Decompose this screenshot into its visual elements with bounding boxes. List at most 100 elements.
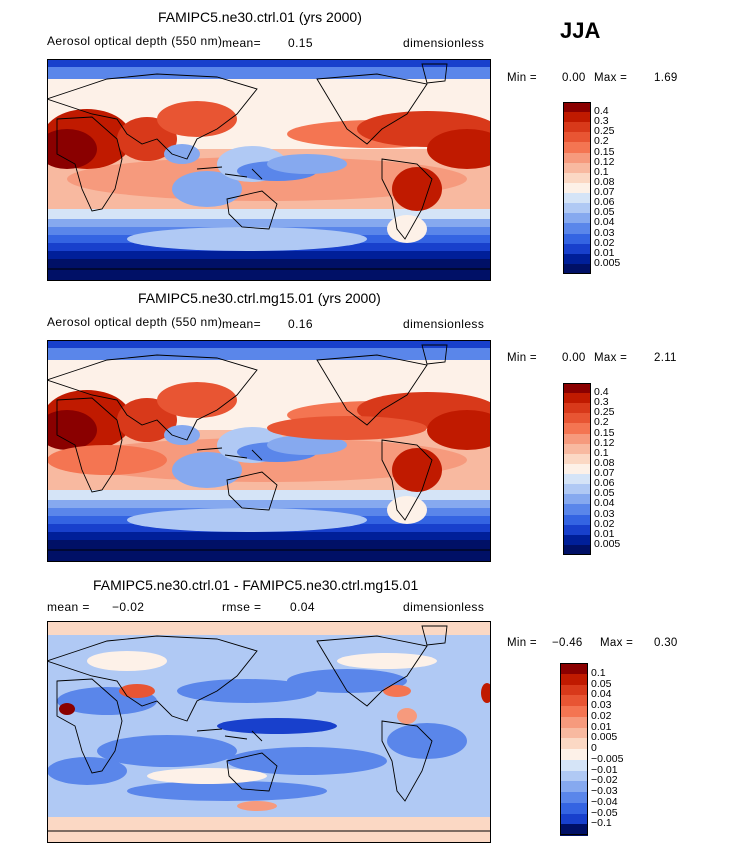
colorbar-tick-label: 0.3 (594, 396, 609, 409)
colorbar-swatch (563, 263, 591, 275)
colorbar-swatch (563, 443, 591, 455)
colorbar-swatch (563, 253, 591, 265)
coastline-segment (47, 354, 258, 441)
colorbar-frame (563, 383, 591, 555)
colorbar-tick-label: 0.005 (591, 731, 618, 744)
coastline-segment (47, 635, 258, 722)
colorbar-swatch (560, 770, 588, 782)
amazon-smoke (392, 167, 442, 211)
colorbar-swatch (563, 182, 591, 194)
panel-1-max-value: 1.69 (654, 72, 678, 84)
colorbar-swatch (563, 142, 591, 154)
coastline-segment (56, 116, 123, 212)
east-pacific-low (267, 154, 347, 174)
colorbar-swatch (560, 781, 588, 793)
colorbar-swatch (563, 132, 591, 143)
colorbar-swatch (563, 514, 591, 526)
colorbar-swatch (560, 824, 588, 836)
colorbar-swatch (560, 738, 588, 750)
coastline-segment (196, 447, 263, 461)
panel-1-title: FAMIPC5.ne30.ctrl.01 (yrs 2000) (158, 9, 362, 25)
panel-1-min-value: 0.00 (562, 72, 586, 84)
panel-1-max-label: Max = (594, 72, 628, 84)
season-label: JJA (560, 18, 601, 43)
colorbar-tick-label: −0.01 (591, 763, 618, 776)
colorbar-swatch (563, 413, 591, 424)
colorbar-swatch (563, 504, 591, 516)
colorbar-tick-label: −0.03 (591, 785, 618, 797)
colorbar-swatch (563, 494, 591, 505)
panel-2-max-label: Max = (594, 352, 628, 364)
positive-difference-peak (59, 703, 75, 715)
panel-2-mean-value: 0.16 (288, 317, 313, 331)
panel-3-min-value: −0.46 (552, 637, 583, 649)
bay-of-bengal-low (164, 144, 200, 164)
arabian-dust (117, 117, 177, 161)
panel-3-rmse-value: 0.04 (290, 600, 315, 614)
panel-1-min-label: Min = (507, 72, 537, 84)
colorbar-tick-label: 0.07 (594, 186, 615, 199)
panel-3-max-value: 0.30 (654, 637, 678, 649)
negative-difference-strong (217, 718, 337, 734)
colorbar-tick-label: 0.01 (591, 720, 612, 733)
saharan-dust-core (47, 410, 97, 450)
colorbar-swatch (563, 233, 591, 245)
colorbar-swatch (560, 749, 588, 761)
colorbar-swatch (563, 112, 591, 123)
colorbar-swatch (560, 663, 588, 675)
panel-3-title: FAMIPC5.ne30.ctrl.01 - FAMIPC5.ne30.ctrl… (93, 577, 419, 593)
colorbar-swatch (560, 727, 588, 739)
colorbar-tick-label: 0.12 (594, 155, 615, 168)
panel-1-map (47, 59, 491, 281)
colorbar-tick-label: 0.25 (594, 125, 615, 138)
coastline-segment (421, 63, 448, 84)
panel-2-title: FAMIPC5.ne30.ctrl.mg15.01 (yrs 2000) (138, 290, 381, 306)
panel-2-colorbar: 0.4 0.3 0.25 0.2 0.15 0.12 0.1 0.08 0.07 0.06 0.05… (563, 383, 620, 556)
antarctic-band (47, 261, 491, 281)
panel-3-units: dimensionless (403, 600, 485, 614)
colorbar-tick-label: 0.25 (594, 406, 615, 419)
colorbar-tick-label: 0.15 (594, 145, 615, 158)
colorbar-tick-label: −0.05 (591, 806, 618, 819)
east-asia-aerosol (157, 382, 237, 418)
colorbar-tick-label: 0.4 (594, 105, 609, 118)
colorbar-swatch (563, 534, 591, 546)
coastline-segment (421, 344, 448, 365)
pacific-enhanced (267, 416, 427, 440)
negative-difference (177, 679, 317, 703)
colorbar-tick-label: 0.1 (591, 666, 606, 679)
colorbar-tick-label: 0.2 (594, 416, 609, 429)
colorbar-swatch (563, 484, 591, 495)
colorbar-tick-label: 0.15 (594, 426, 615, 439)
colorbar-tick-label: 0.06 (594, 196, 615, 209)
colorbar-tick-label: 0.06 (594, 477, 615, 490)
panel-3-min-label: Min = (507, 637, 537, 649)
positive-difference (397, 708, 417, 724)
colorbar-swatch (563, 223, 591, 235)
coastline-segment (226, 752, 278, 792)
colorbar-swatch (560, 792, 588, 804)
panel-2-map (47, 340, 491, 562)
colorbar-tick-label: 0.05 (591, 677, 612, 690)
south-america-tip (387, 496, 427, 524)
colorbar-tick-label: 0.3 (594, 115, 609, 128)
panel-3-rmse-label: rmse = (222, 600, 262, 614)
colorbar-frame (560, 663, 588, 835)
colorbar-tick-label: 0.01 (594, 527, 615, 540)
colorbar-tick-label: −0.005 (591, 752, 624, 765)
map-frame (47, 340, 491, 562)
colorbar-swatch (563, 213, 591, 224)
colorbar-swatch (563, 393, 591, 404)
coastline-segment (381, 720, 433, 802)
maritime-low (172, 452, 242, 488)
colorbar-tick-label: 0.05 (594, 206, 615, 219)
colorbar-tick-label: 0.03 (591, 699, 612, 711)
panel-2-max-value: 2.11 (654, 352, 677, 364)
panel-3-colorbar: 0.1 0.05 0.04 0.03 0.02 0.01 0.005 0 −0.005 −0.01… (560, 663, 623, 836)
coastline-segment (196, 166, 263, 180)
colorbar-swatch (563, 463, 591, 475)
coastline-segment (316, 635, 428, 707)
colorbar-tick-label: 0.02 (594, 236, 615, 249)
panel-3-map (47, 621, 491, 843)
tropical-atlantic-dust (427, 410, 491, 450)
